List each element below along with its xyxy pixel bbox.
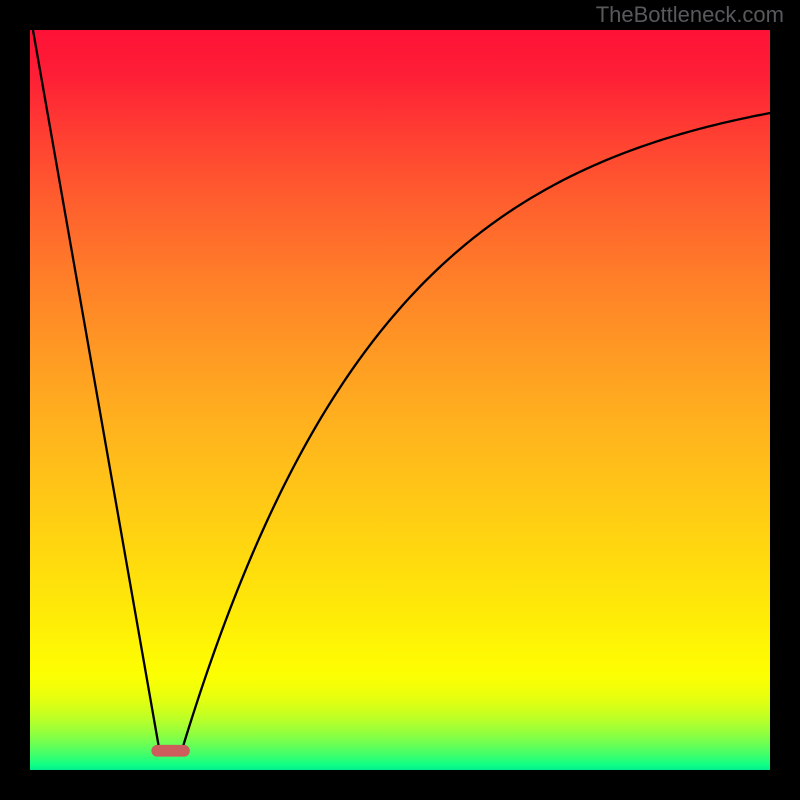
outer-frame: TheBottleneck.com (0, 0, 800, 800)
plot-area (30, 30, 770, 770)
watermark-text: TheBottleneck.com (596, 2, 784, 28)
chart-svg (30, 30, 770, 770)
minimum-marker (151, 745, 189, 757)
